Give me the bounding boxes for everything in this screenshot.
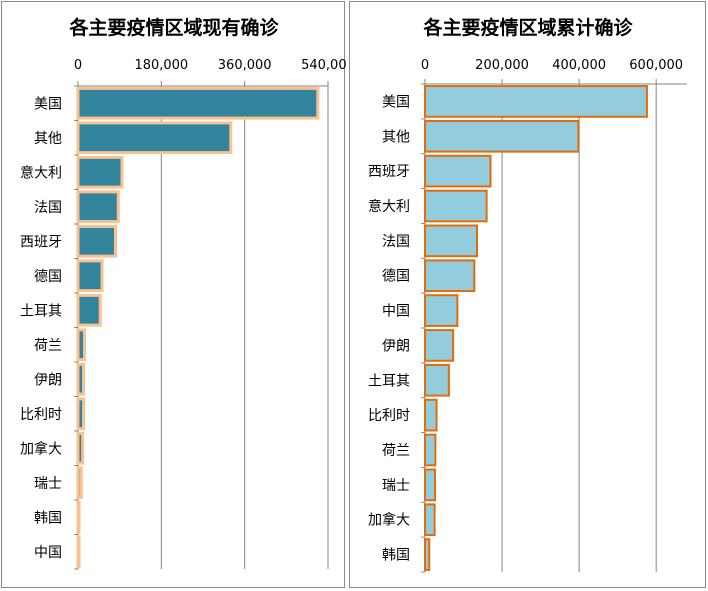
bar [76, 86, 320, 120]
bar [424, 433, 437, 467]
bar [424, 119, 580, 153]
category-label: 德国 [382, 269, 410, 285]
bar [76, 121, 233, 155]
x-tick-label: 360,000 [218, 58, 272, 73]
bar [76, 190, 120, 224]
category-label: 法国 [34, 200, 62, 216]
bar [424, 189, 488, 223]
x-tick-label: 0 [421, 58, 429, 73]
bar [424, 85, 648, 118]
bar [424, 468, 437, 502]
bar [424, 259, 476, 293]
category-label: 西班牙 [368, 164, 410, 180]
category-label: 西班牙 [20, 234, 62, 250]
bar [424, 154, 492, 188]
category-label: 土耳其 [20, 303, 62, 319]
x-tick-label: 400,000 [552, 58, 606, 73]
category-label: 比利时 [20, 407, 62, 423]
bar [424, 329, 455, 362]
category-label: 其他 [382, 129, 410, 145]
bar [76, 466, 83, 500]
bar [424, 363, 450, 397]
category-label: 意大利 [20, 164, 62, 181]
category-label: 韩国 [34, 510, 62, 526]
bar [424, 538, 431, 571]
category-label: 美国 [382, 94, 410, 110]
bar [76, 259, 104, 293]
bar [424, 503, 436, 537]
bar [76, 362, 86, 396]
category-label: 比利时 [368, 408, 410, 424]
x-tick-label: 600,000 [629, 58, 683, 73]
bar [76, 431, 85, 465]
category-label: 德国 [34, 269, 62, 285]
bar [76, 293, 102, 327]
category-label: 法国 [382, 234, 410, 250]
chart-panel-cumulative: 各主要疫情区域累计确诊 0 200,000 400,000 600,000 美国其他西班… [349, 1, 706, 588]
category-label: 韩国 [382, 548, 410, 564]
category-label: 土耳其 [368, 373, 410, 389]
chart-panel-current: 各主要疫情区域现有确诊 0 180,000 360,000 540,000 美国其他意大… [1, 1, 346, 588]
bar [424, 224, 479, 258]
bar [76, 535, 81, 569]
category-label: 中国 [34, 545, 62, 561]
x-tick-label: 200,000 [475, 58, 529, 73]
category-label: 意大利 [368, 198, 410, 215]
bar [76, 155, 124, 189]
bar [76, 224, 117, 258]
chart-cumulative-confirmed: 各主要疫情区域累计确诊 0 200,000 400,000 600,000 美国其他西班… [368, 16, 687, 573]
x-tick-label: 180,000 [134, 58, 188, 73]
category-label: 加拿大 [20, 440, 62, 457]
bar [424, 398, 438, 432]
chart-current-confirmed: 各主要疫情区域现有确诊 0 180,000 360,000 540,000 美国其他意大… [20, 16, 346, 570]
x-tick-label: 540,000 [301, 58, 346, 73]
bar [76, 397, 86, 431]
category-label: 加拿大 [368, 512, 410, 529]
category-label: 荷兰 [34, 338, 62, 354]
bar [424, 294, 459, 327]
x-tick-label: 0 [74, 58, 82, 73]
bar [76, 328, 86, 362]
chart-title: 各主要疫情区域现有确诊 [68, 16, 279, 39]
category-label: 瑞士 [382, 478, 410, 494]
category-label: 瑞士 [34, 476, 62, 492]
category-label: 伊朗 [34, 372, 62, 388]
bar [76, 500, 81, 534]
category-label: 伊朗 [382, 338, 410, 354]
category-label: 荷兰 [382, 443, 410, 459]
category-label: 中国 [382, 304, 410, 320]
chart-title: 各主要疫情区域累计确诊 [422, 16, 633, 39]
category-label: 美国 [34, 96, 62, 112]
category-label: 其他 [34, 131, 62, 147]
